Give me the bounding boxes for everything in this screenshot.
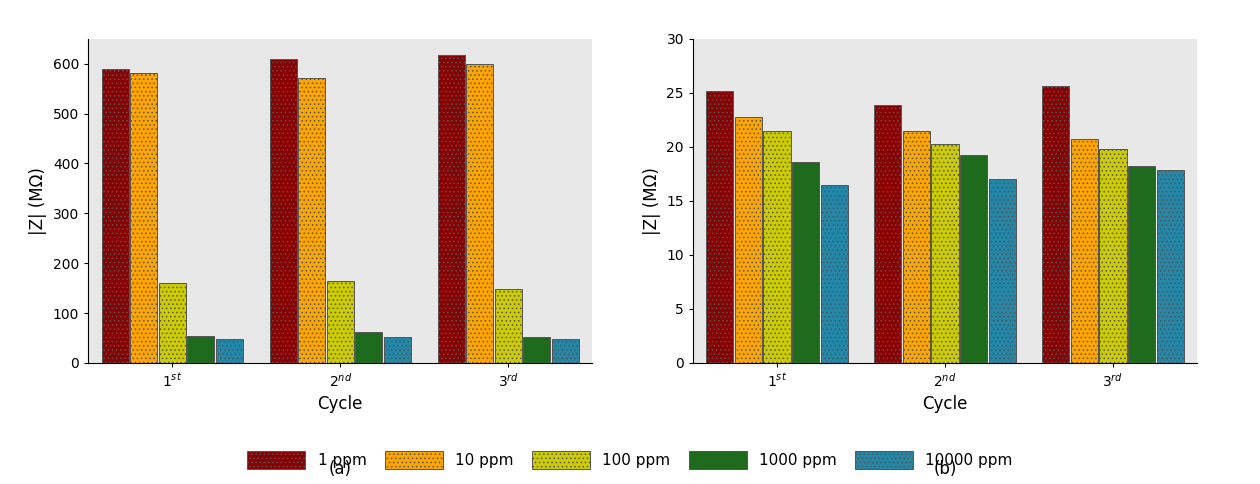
Bar bbox=[466, 64, 493, 363]
Bar bbox=[270, 59, 296, 363]
Text: (b): (b) bbox=[934, 460, 956, 478]
Bar bbox=[960, 155, 987, 363]
Bar bbox=[130, 73, 158, 363]
Bar bbox=[355, 332, 382, 363]
Y-axis label: |Z| (MΩ): |Z| (MΩ) bbox=[29, 167, 47, 235]
Bar bbox=[735, 117, 762, 363]
Bar bbox=[903, 131, 930, 363]
Text: (a): (a) bbox=[329, 460, 352, 478]
X-axis label: Cycle: Cycle bbox=[922, 395, 968, 413]
Y-axis label: |Z| (MΩ): |Z| (MΩ) bbox=[643, 167, 660, 235]
Bar bbox=[707, 91, 733, 363]
Bar bbox=[1128, 166, 1155, 363]
Bar bbox=[1100, 149, 1126, 363]
Bar bbox=[523, 336, 551, 363]
Bar bbox=[989, 179, 1016, 363]
Bar bbox=[437, 55, 465, 363]
X-axis label: Cycle: Cycle bbox=[318, 395, 363, 413]
Bar bbox=[874, 105, 901, 363]
Bar bbox=[215, 339, 243, 363]
Bar bbox=[188, 335, 214, 363]
Bar bbox=[820, 184, 848, 363]
Bar bbox=[1042, 86, 1070, 363]
Bar bbox=[764, 131, 790, 363]
Bar bbox=[931, 144, 959, 363]
Bar bbox=[326, 281, 354, 363]
Bar bbox=[299, 77, 325, 363]
Bar bbox=[1157, 169, 1183, 363]
Bar bbox=[384, 337, 411, 363]
Legend: 1 ppm, 10 ppm, 100 ppm, 1000 ppm, 10000 ppm: 1 ppm, 10 ppm, 100 ppm, 1000 ppm, 10000 … bbox=[239, 443, 1021, 476]
Bar bbox=[102, 69, 129, 363]
Bar bbox=[1071, 139, 1097, 363]
Bar bbox=[552, 339, 578, 363]
Bar bbox=[495, 289, 522, 363]
Bar bbox=[159, 283, 185, 363]
Bar bbox=[793, 162, 819, 363]
